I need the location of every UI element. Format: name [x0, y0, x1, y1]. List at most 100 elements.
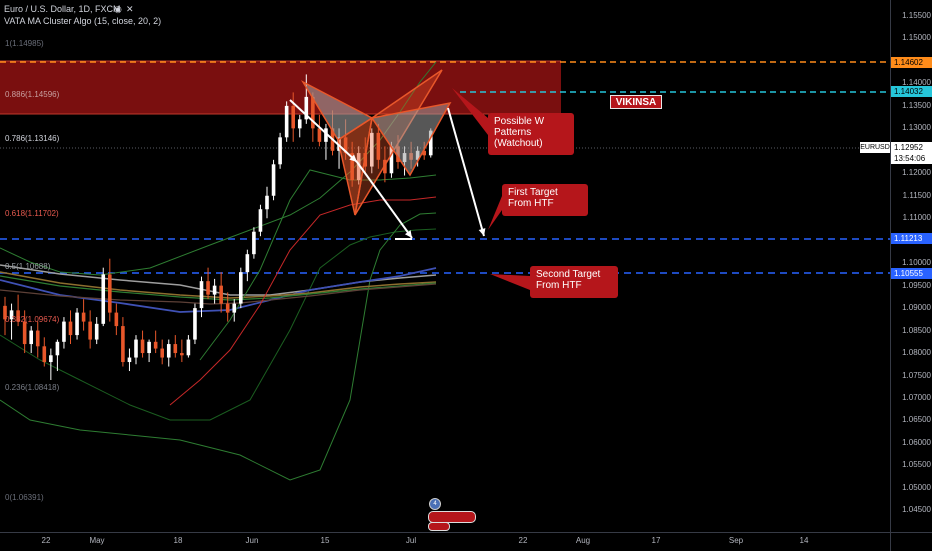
candle-body	[258, 209, 263, 232]
chart-svg	[0, 60, 890, 481]
time-label: Sep	[728, 536, 744, 545]
time-label: 18	[173, 536, 183, 545]
price-tick: 1.08500	[902, 325, 931, 335]
price-tick: 1.13000	[902, 123, 931, 133]
resistance-zone	[0, 61, 561, 114]
candle-body	[94, 323, 99, 340]
callout-pointer-1	[452, 88, 488, 135]
pattern-arrow-1-head	[349, 154, 357, 162]
ma-brown	[0, 283, 437, 305]
candle-body	[127, 357, 132, 363]
axis-corner	[890, 532, 932, 551]
projection-arrow	[447, 107, 485, 237]
fib-level-0618: 0.618(1.11702)	[5, 209, 59, 218]
price-tick: 1.11000	[902, 213, 931, 223]
price-tick: 1.14000	[902, 78, 931, 88]
countdown-tag: 13:54:06	[891, 153, 932, 164]
pattern-projection	[370, 101, 452, 177]
candle-body	[180, 353, 184, 356]
candle-body	[3, 305, 7, 320]
dividends-marker-icon[interactable]	[428, 511, 476, 523]
price-tick: 1.04500	[902, 505, 931, 515]
second-target-callout: Second Target From HTF	[530, 266, 618, 298]
candle-body	[376, 132, 381, 160]
price-tick: 1.06500	[902, 415, 931, 425]
candle-body	[55, 341, 60, 356]
candle-body	[186, 339, 191, 356]
candle-body	[62, 321, 66, 342]
price-tick: 1.10000	[902, 258, 931, 268]
close-icon[interactable]: ✕	[126, 4, 134, 14]
candle-body	[88, 321, 92, 340]
candle-body	[140, 339, 145, 354]
ma-olive	[0, 271, 437, 299]
candle-body	[297, 119, 302, 129]
candle-body	[81, 312, 86, 322]
price-tick: 1.09000	[902, 303, 931, 313]
fib-level-0886: 0.886(1.14596)	[5, 90, 60, 99]
candle-body	[75, 312, 79, 336]
price-tick: 1.07500	[902, 370, 931, 380]
price-tick: 1.08000	[902, 348, 931, 358]
price-tick: 1.07000	[902, 392, 931, 402]
price-tick: 1.15500	[902, 11, 931, 20]
lower-band-left	[0, 228, 437, 421]
candle-body	[134, 339, 138, 358]
candle-body	[225, 303, 230, 313]
time-label: 22	[41, 536, 51, 545]
candle-body	[42, 346, 47, 363]
second-target-level-tag: 1.10555	[891, 268, 932, 279]
candle-body	[9, 310, 14, 320]
eye-icon[interactable]: ◉	[114, 4, 122, 14]
callout-pointer-3	[490, 274, 530, 290]
candle-body	[22, 321, 27, 345]
time-label: 17	[651, 536, 661, 545]
price-tick: 1.15000	[902, 33, 931, 43]
event-marker-icon[interactable]: 4	[429, 498, 441, 510]
candle-body	[206, 281, 210, 295]
first-target-level-tag: 1.11213	[891, 233, 932, 244]
candle-body	[166, 344, 171, 358]
first-target-callout: First Target From HTF	[502, 184, 588, 216]
ma-red-fast	[169, 196, 437, 406]
fib-level-0236: 0.236(1.08418)	[5, 383, 60, 392]
candle-body	[68, 321, 73, 336]
vikinsa-watermark: VIKINSA	[610, 95, 662, 109]
fib-level-0382: 0.382(1.09674)	[5, 315, 60, 324]
time-label: 14	[799, 536, 809, 545]
earnings-marker-icon[interactable]	[428, 522, 450, 531]
candle-body	[35, 330, 40, 347]
ma-gray	[0, 264, 437, 296]
price-tick: 1.05000	[902, 482, 931, 492]
time-label: May	[89, 536, 105, 545]
symbol-legend[interactable]: Euro / U.S. Dollar, 1D, FXCM	[4, 4, 121, 14]
orange-level-tag: 1.14602	[891, 57, 932, 68]
price-axis[interactable]: 1.155001.150001.145001.140001.135001.130…	[890, 0, 932, 532]
time-label: 22	[518, 536, 528, 545]
candle-body	[304, 96, 309, 120]
candle-body	[114, 312, 119, 327]
symbol-tag: EURUSD	[860, 142, 890, 153]
price-tick: 1.11500	[902, 190, 931, 200]
candle-body	[232, 303, 237, 313]
ma-green	[0, 275, 437, 301]
indicator-legend[interactable]: VATA MA Cluster Algo (15, close, 20, 2)	[4, 16, 162, 26]
time-label: Jul	[405, 536, 417, 545]
candle-body	[291, 105, 295, 129]
price-tick: 1.05500	[902, 460, 931, 470]
candle-body	[389, 146, 394, 174]
current-price-tag: 1.12952	[891, 142, 932, 153]
candle-body	[29, 330, 33, 345]
candle-body	[212, 285, 217, 295]
time-label: 15	[320, 536, 330, 545]
chart-canvas[interactable]: Euro / U.S. Dollar, 1D, FXCM VATA MA Clu…	[0, 0, 890, 532]
candle-body	[370, 132, 374, 167]
time-axis[interactable]: 22 May 18 Jun 15 Jul 22 Aug 17 Sep 14	[0, 532, 890, 551]
callout-pointer-2	[488, 196, 502, 230]
ma-blue	[0, 267, 437, 313]
candle-body	[108, 274, 112, 313]
cyan-level-tag: 1.14032	[891, 86, 932, 97]
candle-body	[265, 195, 269, 210]
price-tick: 1.12000	[902, 168, 931, 178]
candle-body	[324, 128, 328, 142]
